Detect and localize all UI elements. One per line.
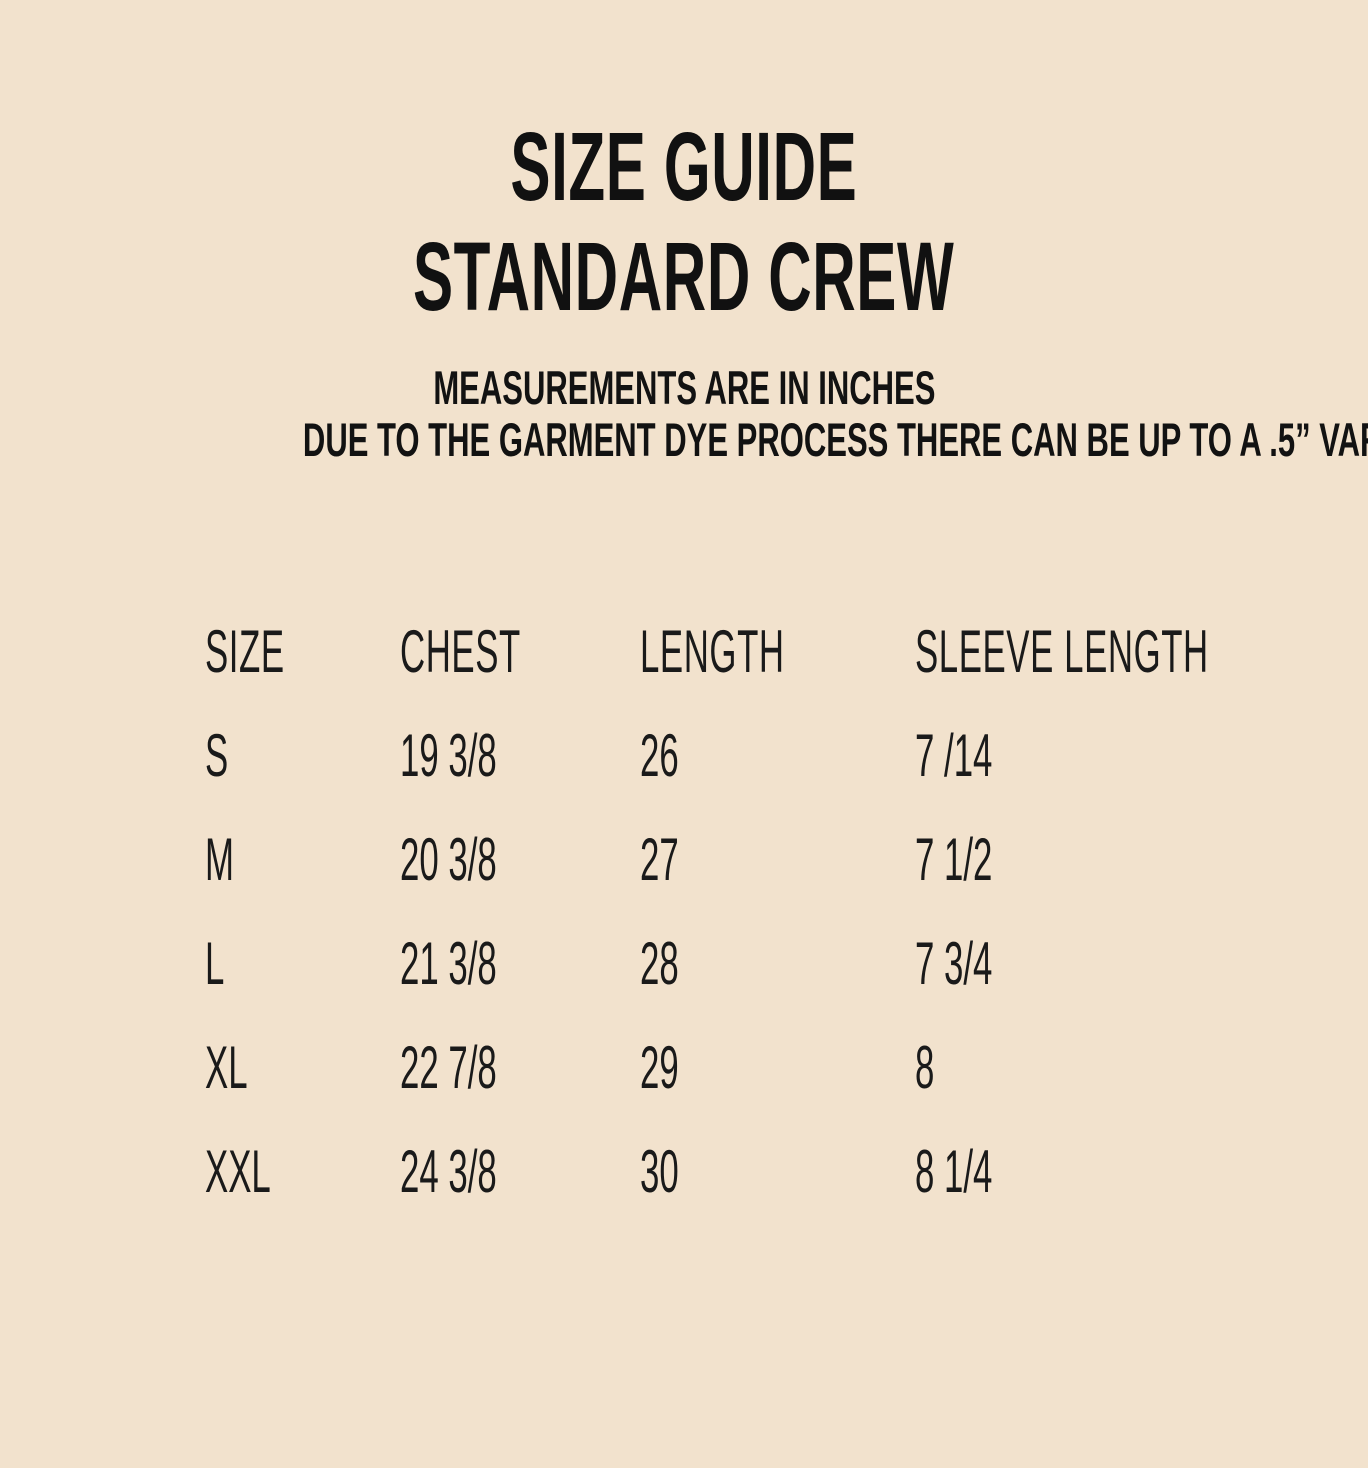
cell-chest: 21 3/8 [400, 912, 640, 1016]
table-header-row: SIZE CHEST LENGTH SLEEVE LENGTH [205, 600, 1368, 704]
column-header-chest-label: CHEST [400, 618, 521, 685]
note-variance-text: DUE TO THE GARMENT DYE PROCESS THERE CAN… [302, 413, 1368, 466]
table-row-m: M 20 3/8 27 7 1/2 [205, 808, 1368, 912]
cell-sleeve-length: 7 3/4 [915, 912, 1368, 1016]
table-row-xxl: XXL 24 3/8 30 8 1/4 [205, 1120, 1368, 1224]
note-measurements-units: MEASUREMENTS ARE IN INCHES [0, 362, 1368, 414]
cell-sleeve-length-value: 7 /14 [915, 722, 993, 789]
column-header-length: LENGTH [640, 600, 915, 704]
cell-chest-value: 24 3/8 [400, 1138, 497, 1205]
cell-size-value: L [205, 930, 225, 997]
cell-size: XL [205, 1016, 400, 1120]
cell-chest-value: 21 3/8 [400, 930, 497, 997]
size-chart-table: SIZE CHEST LENGTH SLEEVE LENGTH S 19 3/8… [205, 600, 1368, 1224]
page-title-line2: STANDARD CREW [0, 222, 1368, 332]
table-row-l: L 21 3/8 28 7 3/4 [205, 912, 1368, 1016]
cell-length: 26 [640, 704, 915, 808]
note-units-text: MEASUREMENTS ARE IN INCHES [432, 361, 936, 414]
cell-chest-value: 19 3/8 [400, 722, 497, 789]
cell-length-value: 30 [640, 1138, 679, 1205]
cell-sleeve-length-value: 8 [915, 1034, 935, 1101]
cell-size: S [205, 704, 400, 808]
cell-chest: 20 3/8 [400, 808, 640, 912]
cell-chest-value: 20 3/8 [400, 826, 497, 893]
column-header-sleeve-length-label: SLEEVE LENGTH [915, 618, 1209, 685]
table-row-s: S 19 3/8 26 7 /14 [205, 704, 1368, 808]
cell-size: L [205, 912, 400, 1016]
cell-chest: 24 3/8 [400, 1120, 640, 1224]
cell-sleeve-length: 7 1/2 [915, 808, 1368, 912]
cell-length-value: 26 [640, 722, 679, 789]
cell-length: 27 [640, 808, 915, 912]
cell-chest-value: 22 7/8 [400, 1034, 497, 1101]
cell-sleeve-length: 8 1/4 [915, 1120, 1368, 1224]
cell-length-value: 27 [640, 826, 679, 893]
title-text-size-guide: SIZE GUIDE [510, 112, 858, 221]
cell-length-value: 29 [640, 1034, 679, 1101]
cell-length: 29 [640, 1016, 915, 1120]
column-header-length-label: LENGTH [640, 618, 785, 685]
column-header-size: SIZE [205, 600, 400, 704]
cell-size-value: XL [205, 1034, 248, 1101]
column-header-size-label: SIZE [205, 618, 285, 685]
cell-sleeve-length-value: 8 1/4 [915, 1138, 993, 1205]
cell-size: M [205, 808, 400, 912]
cell-chest: 19 3/8 [400, 704, 640, 808]
table-row-xl: XL 22 7/8 29 8 [205, 1016, 1368, 1120]
column-header-sleeve-length: SLEEVE LENGTH [915, 600, 1368, 704]
cell-size-value: XXL [205, 1138, 271, 1205]
cell-sleeve-length-value: 7 1/2 [915, 826, 993, 893]
cell-length: 28 [640, 912, 915, 1016]
cell-sleeve-length: 8 [915, 1016, 1368, 1120]
cell-sleeve-length: 7 /14 [915, 704, 1368, 808]
cell-chest: 22 7/8 [400, 1016, 640, 1120]
cell-length-value: 28 [640, 930, 679, 997]
title-text-standard-crew: STANDARD CREW [413, 222, 955, 331]
column-header-chest: CHEST [400, 600, 640, 704]
cell-size-value: M [205, 826, 234, 893]
page-title-line1: SIZE GUIDE [0, 112, 1368, 222]
note-dye-variance: DUE TO THE GARMENT DYE PROCESS THERE CAN… [0, 414, 1368, 466]
cell-size-value: S [205, 722, 229, 789]
cell-length: 30 [640, 1120, 915, 1224]
cell-size: XXL [205, 1120, 400, 1224]
cell-sleeve-length-value: 7 3/4 [915, 930, 993, 997]
